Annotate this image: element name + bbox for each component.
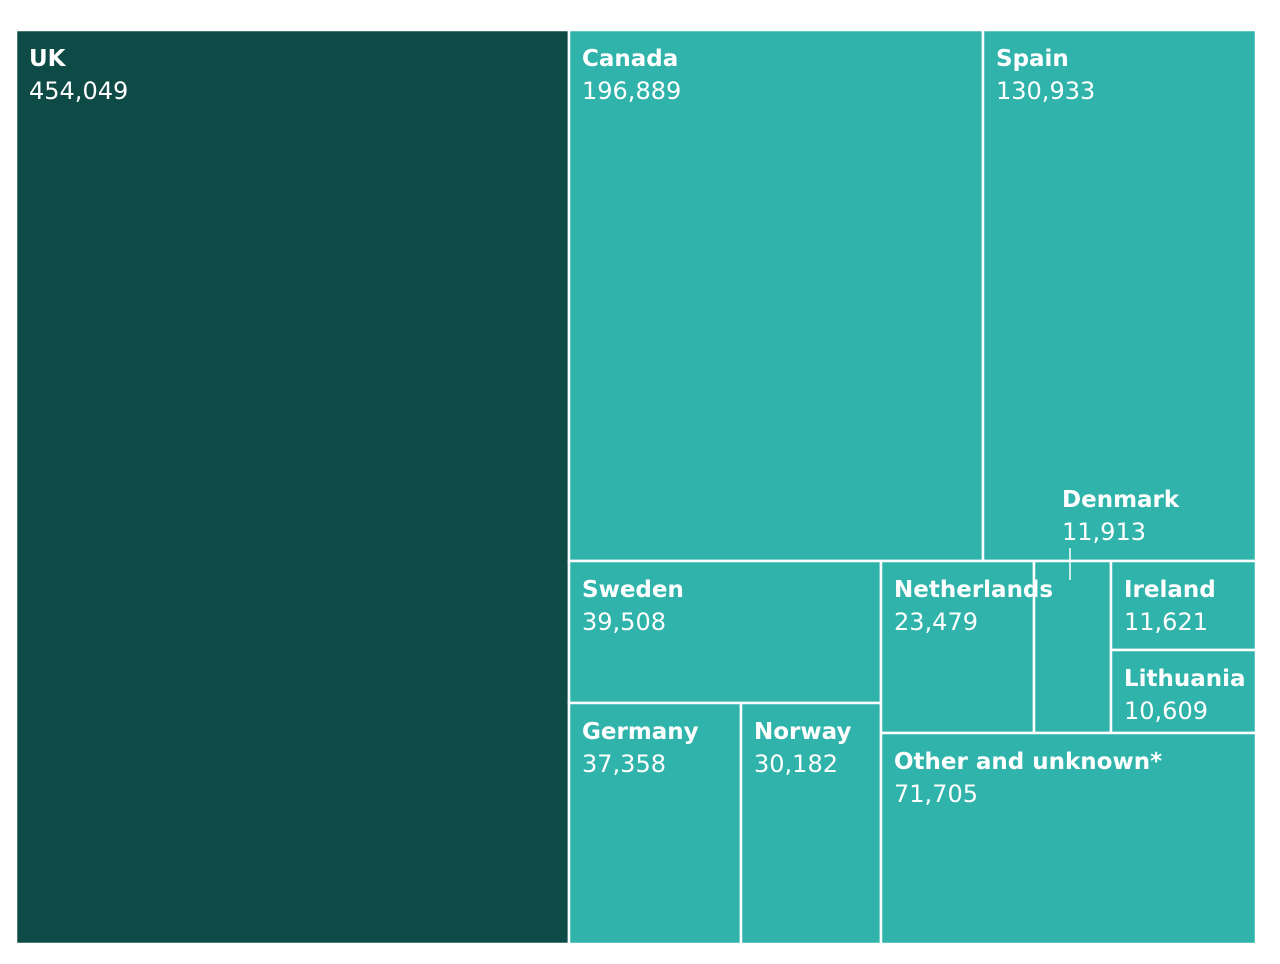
treemap-cell-spain [981,28,1258,563]
label-spain: Spain [996,46,1069,72]
value-netherlands: 23,479 [894,608,978,636]
value-sweden: 39,508 [582,608,666,636]
treemap-cell-netherlands [879,559,1036,735]
value-canada: 196,889 [582,77,681,105]
label-other-and-unknown: Other and unknown* [894,749,1162,775]
value-lithuania: 10,609 [1124,697,1208,725]
treemap-cell-canada [567,28,985,563]
treemap-cell-other-and-unknown [879,731,1258,946]
treemap-cell-ireland [1109,559,1258,652]
value-spain: 130,933 [996,77,1095,105]
value-uk: 454,049 [29,77,128,105]
label-canada: Canada [582,46,678,72]
treemap-cell-lithuania [1109,648,1258,735]
value-other-and-unknown: 71,705 [894,780,978,808]
label-sweden: Sweden [582,577,684,603]
treemap-cell-uk [14,28,571,946]
label-ireland: Ireland [1124,577,1216,603]
label-lithuania: Lithuania [1124,666,1246,692]
label-denmark: Denmark [1062,487,1180,513]
label-norway: Norway [754,719,851,745]
treemap-cell-germany [567,701,743,946]
label-germany: Germany [582,719,699,745]
value-denmark: 11,913 [1062,518,1146,546]
value-ireland: 11,621 [1124,608,1208,636]
label-uk: UK [29,46,67,72]
label-netherlands: Netherlands [894,577,1053,603]
value-germany: 37,358 [582,750,666,778]
treemap-cell-sweden [567,559,883,705]
value-norway: 30,182 [754,750,838,778]
treemap-cell-norway [739,701,883,946]
